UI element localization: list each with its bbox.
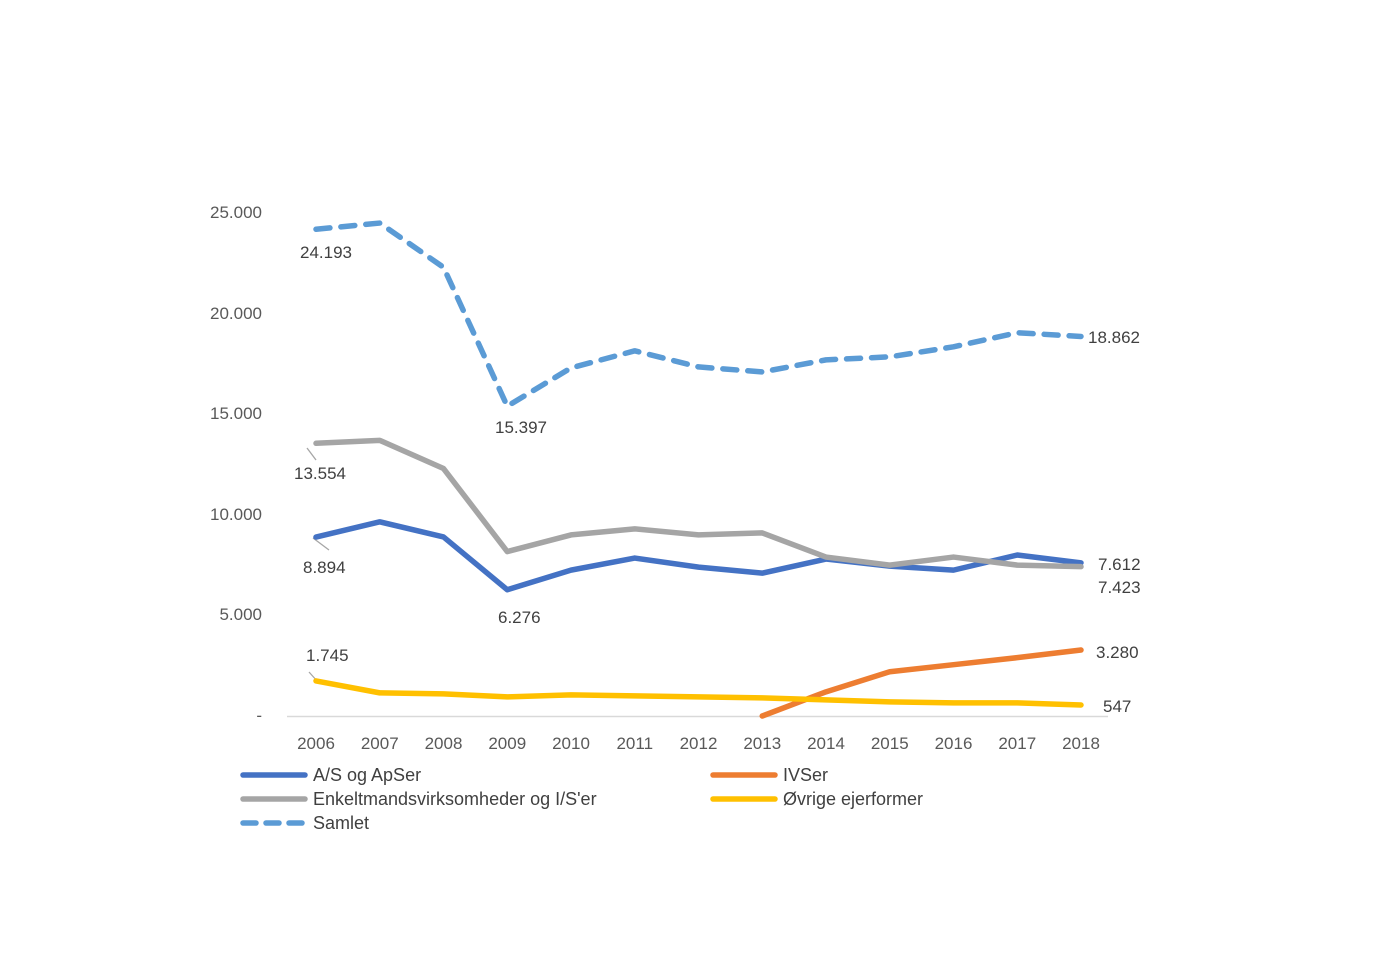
x-axis-tick-label: 2009 (488, 734, 527, 753)
data-label-samlet-2018: 18.862 (1088, 328, 1140, 347)
data-label-as_apser-2018: 7.612 (1098, 555, 1141, 574)
legend-item-ovrige: Øvrige ejerformer (710, 788, 923, 810)
data-label-enkelt-2018: 7.423 (1098, 578, 1141, 597)
series-line-ovrige (313, 678, 1084, 708)
y-axis-tick-label: - (256, 706, 262, 725)
x-axis-tick-label: 2012 (679, 734, 718, 753)
series-line-ivser (759, 647, 1084, 719)
legend-label: A/S og ApSer (313, 765, 422, 785)
legend-swatch-ivser-line-icon (710, 772, 778, 778)
x-axis-tick-label: 2011 (616, 734, 654, 753)
y-axis-tick-label: 15.000 (210, 404, 262, 424)
x-axis-tick-label: 2018 (1062, 734, 1100, 753)
x-axis-tick-label: 2006 (297, 734, 335, 753)
legend-label: Øvrige ejerformer (783, 789, 924, 809)
annotation-leader-line (306, 447, 317, 461)
data-label-enkelt-2006: 13.554 (294, 464, 346, 483)
y-axis-tick-label: 5.000 (219, 605, 262, 625)
y-axis-tick-label: 10.000 (210, 504, 262, 524)
data-label-ovrige-2006: 1.745 (306, 646, 349, 665)
y-axis-tick-label: 25.000 (210, 203, 262, 222)
x-axis-tick-label: 2017 (998, 734, 1037, 753)
legend-swatch-as_apser-line-icon (240, 772, 308, 778)
data-label-as_apser-2009: 6.276 (498, 608, 541, 627)
data-label-ivser-2018: 3.280 (1096, 643, 1139, 662)
legend-item-as_apser: A/S og ApSer (240, 764, 421, 786)
legend-item-samlet: Samlet (240, 812, 369, 834)
y-axis-tick-label: 20.000 (210, 303, 262, 323)
series-line-samlet (313, 220, 1084, 409)
legend-swatch-ovrige-line-icon (710, 796, 778, 802)
x-axis-tick-label: 2008 (424, 734, 463, 753)
x-axis-tick-label: 2007 (360, 734, 399, 753)
legend-item-ivser: IVSer (710, 764, 828, 786)
legend-swatch-samlet-dashed-line-icon (240, 820, 308, 826)
annotation-leader-line (312, 537, 330, 551)
legend-swatch-enkelt-line-icon (240, 796, 308, 802)
data-label-samlet-2009: 15.397 (495, 418, 547, 437)
series-line-as_apser (313, 519, 1084, 593)
legend-label: IVSer (783, 765, 829, 785)
x-axis-tick-label: 2014 (807, 734, 845, 753)
data-label-ovrige-2018: 547 (1103, 697, 1132, 716)
x-axis-tick-label: 2016 (934, 734, 973, 753)
series-line-enkelt (313, 437, 1084, 570)
legend-item-enkelt: Enkeltmandsvirksomheder og I/S'er (240, 788, 597, 810)
x-axis-tick-label: 2015 (870, 734, 909, 753)
legend-label: Enkeltmandsvirksomheder og I/S'er (313, 789, 597, 809)
data-label-samlet-2006: 24.193 (300, 243, 352, 262)
x-axis-tick-label: 2010 (552, 734, 590, 753)
x-axis-tick-label: 2013 (743, 734, 782, 753)
legend-label: Samlet (313, 813, 370, 833)
data-label-as_apser-2006: 8.894 (303, 558, 346, 577)
